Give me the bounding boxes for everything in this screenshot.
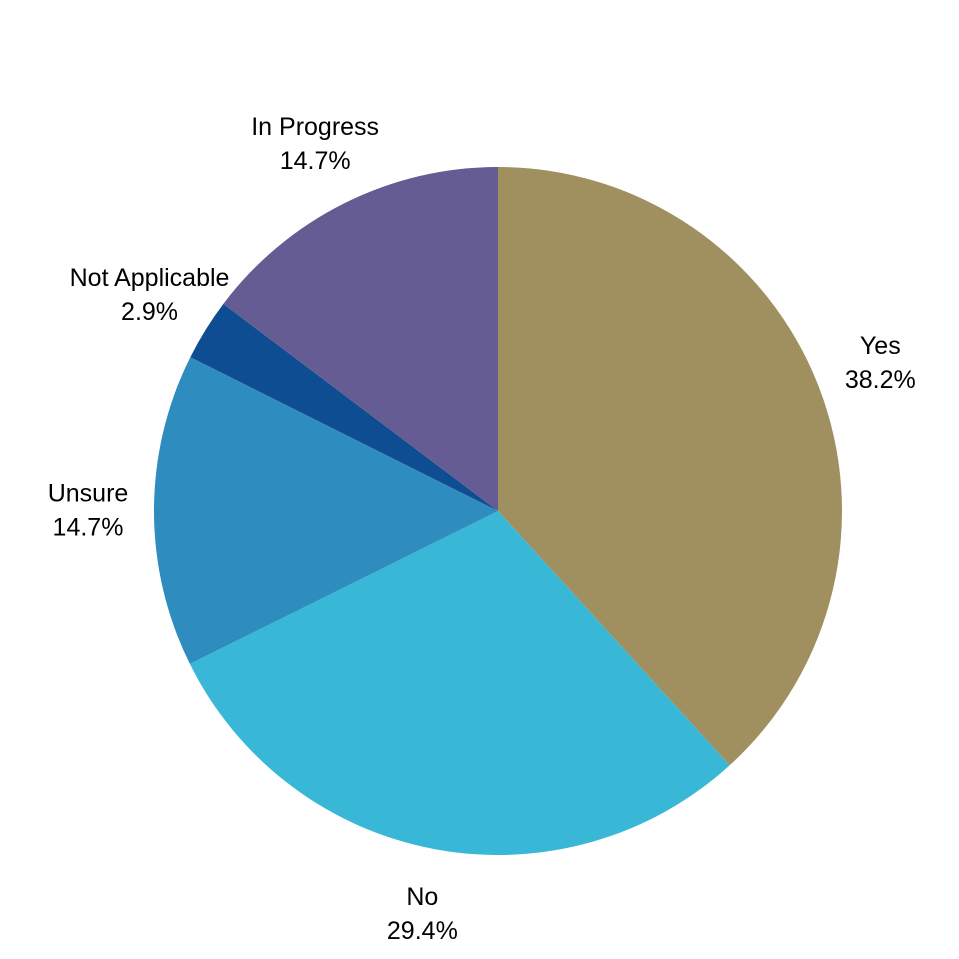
pie-slices <box>153 166 843 855</box>
pie-label-unsure: Unsure 14.7% <box>48 479 129 541</box>
pie-slice-not-applicable <box>190 303 498 511</box>
pie-label-category: In Progress <box>251 113 379 141</box>
pie-slice-in-progress <box>223 167 498 511</box>
pie-label-value: 29.4% <box>387 917 458 945</box>
pie-label-category: Yes <box>860 332 901 360</box>
pie-label-no: No 29.4% <box>387 883 458 945</box>
pie-label-value: 14.7% <box>280 147 351 175</box>
pie-label-value: 14.7% <box>53 513 124 541</box>
pie-slice-no <box>189 511 730 855</box>
pie-label-category: No <box>406 883 438 911</box>
pie-label-value: 38.2% <box>845 366 916 394</box>
pie-label-value: 2.9% <box>121 298 178 326</box>
pie-label-in-progress: In Progress 14.7% <box>251 113 379 175</box>
pie-label-category: Unsure <box>48 479 129 507</box>
pie-labels: Yes 38.2% No 29.4% Unsure 14.7% Not Applicable… <box>48 113 916 945</box>
pie-label-yes: Yes 38.2% <box>845 332 916 394</box>
pie-slice-unsure <box>153 357 498 664</box>
pie-slice-yes <box>498 166 843 766</box>
pie-label-category: Not Applicable <box>70 264 230 292</box>
pie-label-not-applicable: Not Applicable 2.9% <box>70 264 230 326</box>
